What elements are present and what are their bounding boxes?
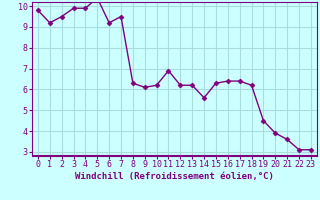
X-axis label: Windchill (Refroidissement éolien,°C): Windchill (Refroidissement éolien,°C) <box>75 172 274 181</box>
